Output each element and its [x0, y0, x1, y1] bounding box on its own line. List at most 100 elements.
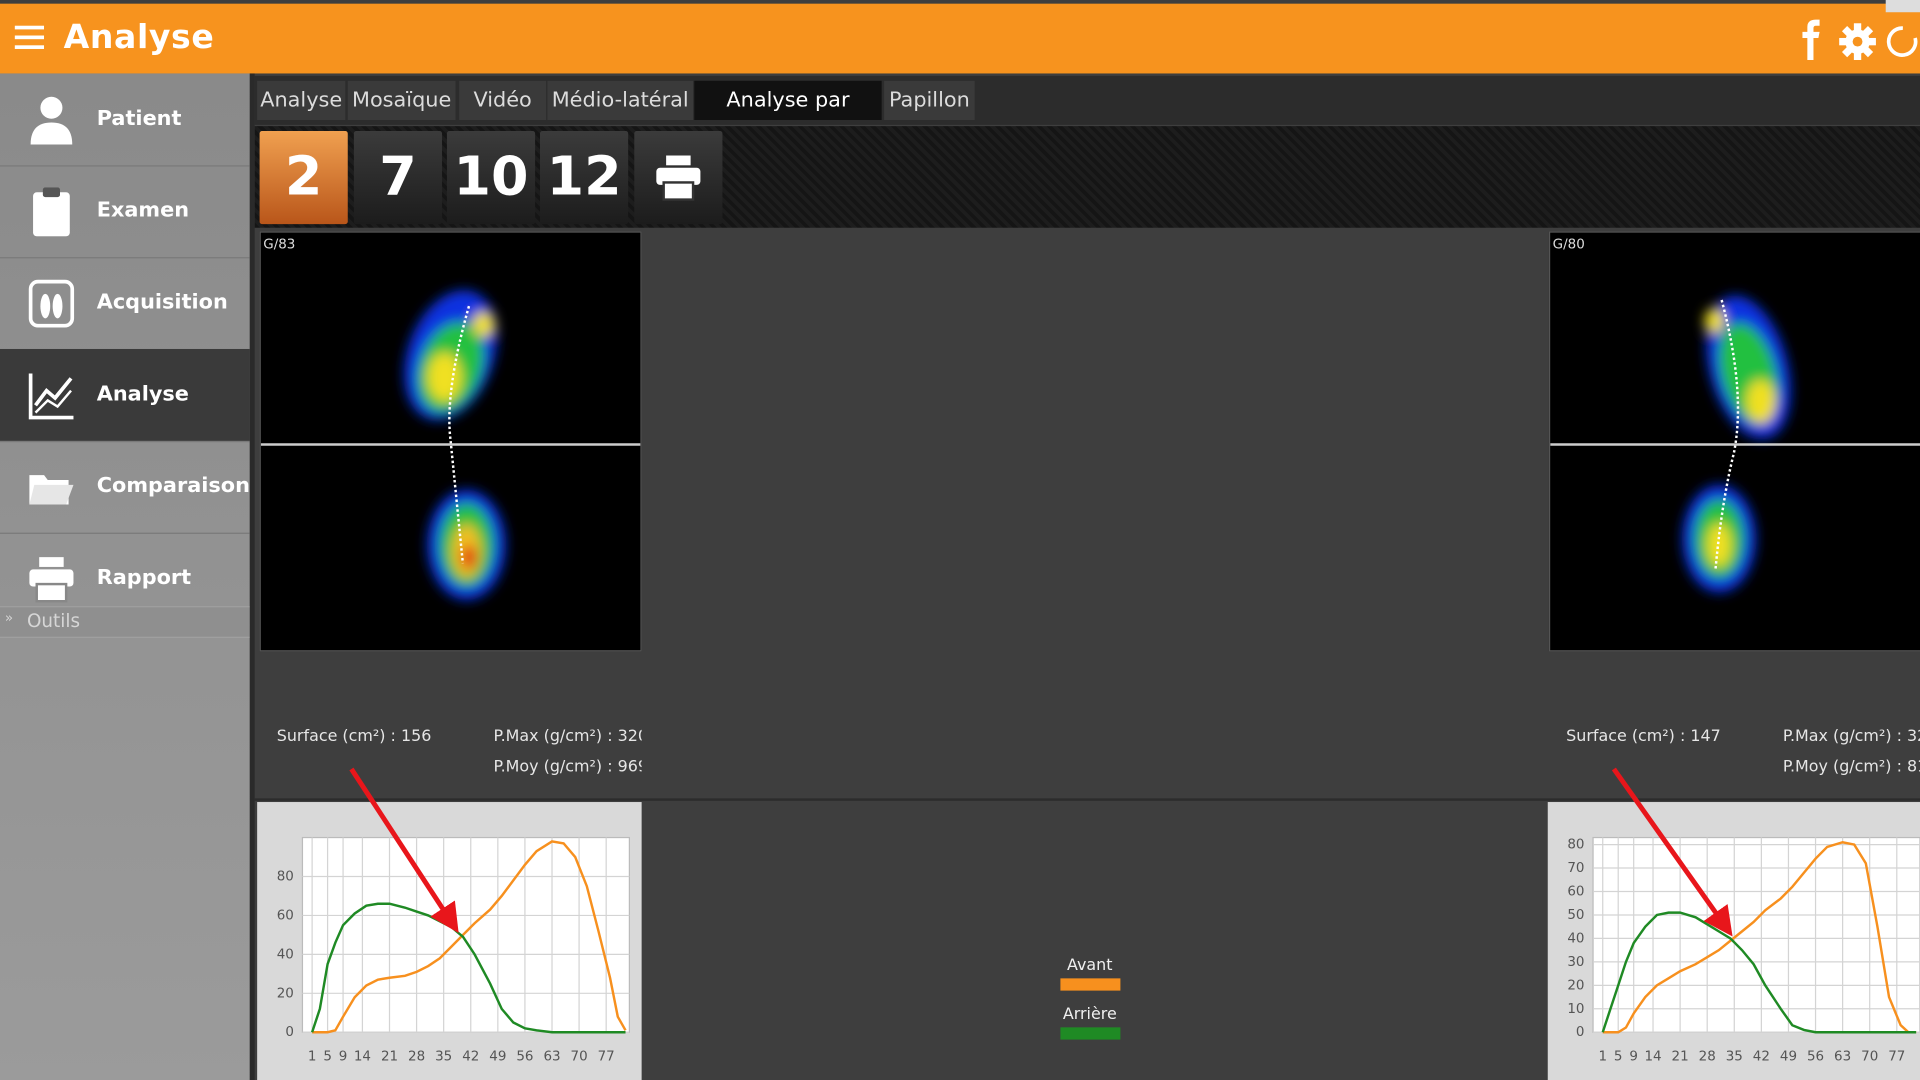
- pmax: P.Max (g/cm²) : 320: [493, 727, 641, 745]
- icon: [27, 463, 76, 512]
- x-tick-label: 9: [1629, 1050, 1638, 1065]
- screen: Analyse Patient Examen Acquisition Analy…: [0, 0, 1920, 1080]
- tab[interactable]: Analyse: [257, 81, 345, 120]
- print-icon: [654, 153, 703, 202]
- y-tick-label: 20: [1567, 978, 1584, 993]
- tools-section[interactable]: »Outils: [0, 606, 250, 638]
- tab[interactable]: Mosaïque: [348, 81, 456, 120]
- footprint: [1550, 233, 1920, 651]
- stats: Surface (cm²) : 156 P.Max (g/cm²) : 320 …: [257, 722, 641, 783]
- x-tick-label: 70: [1861, 1050, 1878, 1065]
- chart: 1591421283542495663707701020304050607080: [1548, 802, 1920, 1080]
- legend-swatch: [1060, 978, 1120, 990]
- tab-selected[interactable]: Analyse par zones: [694, 81, 881, 120]
- y-tick-label: 70: [1567, 861, 1584, 876]
- nav-label: Rapport: [97, 566, 191, 590]
- x-tick-label: 77: [1888, 1050, 1905, 1065]
- nav-label: Acquisition: [97, 290, 228, 314]
- nav-acquisition[interactable]: Acquisition: [0, 257, 250, 350]
- y-tick-label: 0: [1576, 1025, 1585, 1040]
- x-tick-label: 1: [308, 1050, 317, 1065]
- y-tick-label: 80: [1567, 838, 1584, 853]
- print-button[interactable]: [634, 131, 722, 224]
- y-tick-label: 60: [277, 908, 294, 923]
- nav-label: Patient: [97, 107, 182, 131]
- separator: [255, 798, 1920, 800]
- page: Analyse Patient Examen Acquisition Analy…: [0, 0, 1920, 1080]
- step-button[interactable]: 7: [354, 131, 442, 224]
- x-tick-label: 28: [408, 1050, 425, 1065]
- toolbar: 2 7 10 12: [255, 126, 1920, 228]
- refresh-icon[interactable]: [1889, 28, 1916, 55]
- legend-entry: Avant: [1029, 956, 1151, 990]
- tab[interactable]: Vidéo: [459, 81, 546, 120]
- top-bar: Analyse: [0, 4, 1920, 74]
- legend-entry: Arrière: [1029, 1005, 1151, 1039]
- menu-button[interactable]: [15, 24, 44, 51]
- icon: [27, 371, 76, 420]
- x-tick-label: 5: [323, 1050, 332, 1065]
- footprint: [261, 233, 641, 651]
- y-tick-label: 40: [277, 947, 294, 962]
- nav-label: Comparaison: [97, 474, 250, 498]
- tab[interactable]: Papillon: [884, 81, 975, 120]
- x-tick-label: 1: [1598, 1050, 1607, 1065]
- stats: Surface (cm²) : 147 P.Max (g/cm²) : 32 P…: [1548, 722, 1920, 783]
- tab[interactable]: Médio-latéral: [547, 81, 693, 120]
- x-tick-label: 28: [1699, 1050, 1716, 1065]
- surface: Surface (cm²) : 147: [1566, 727, 1721, 745]
- icon: [27, 555, 76, 604]
- facebook-icon[interactable]: [1802, 20, 1819, 60]
- y-tick-label: 20: [277, 986, 294, 1001]
- y-tick-label: 40: [1567, 931, 1584, 946]
- y-tick-label: 0: [285, 1025, 294, 1040]
- icon: [27, 96, 76, 145]
- x-tick-label: 49: [489, 1050, 506, 1065]
- x-tick-label: 63: [543, 1050, 560, 1065]
- x-tick-label: 70: [571, 1050, 588, 1065]
- y-tick-label: 50: [1567, 908, 1584, 923]
- pmoy: P.Moy (g/cm²) : 969: [493, 758, 641, 776]
- x-tick-label: 77: [598, 1050, 615, 1065]
- tools-label: Outils: [27, 610, 80, 632]
- x-tick-label: 9: [339, 1050, 348, 1065]
- step-button[interactable]: 12: [540, 131, 628, 224]
- x-tick-label: 42: [1753, 1050, 1770, 1065]
- pmoy: P.Moy (g/cm²) : 81: [1783, 758, 1920, 776]
- legend-swatch: [1060, 1027, 1120, 1039]
- x-tick-label: 56: [516, 1050, 533, 1065]
- icon: [27, 187, 76, 236]
- x-tick-label: 21: [381, 1050, 398, 1065]
- step-button[interactable]: 2: [260, 131, 348, 224]
- window-corner: [1886, 0, 1920, 12]
- settings-icon[interactable]: [1839, 23, 1876, 60]
- top-icons: [1790, 16, 1920, 65]
- tab-bar: Analyse Mosaïque Vidéo Médio-latéral Ana…: [255, 76, 1920, 125]
- pressure-image: G/83: [260, 231, 642, 651]
- x-tick-label: 21: [1672, 1050, 1689, 1065]
- legend-label: Arrière: [1029, 1005, 1151, 1023]
- image-label: G/80: [1553, 236, 1585, 252]
- nav-comparaison[interactable]: Comparaison: [0, 441, 250, 534]
- x-tick-label: 35: [435, 1050, 452, 1065]
- step-button[interactable]: 10: [447, 131, 535, 224]
- x-tick-label: 35: [1726, 1050, 1743, 1065]
- y-tick-label: 80: [277, 869, 294, 884]
- x-tick-label: 5: [1614, 1050, 1623, 1065]
- nav-patient[interactable]: Patient: [0, 73, 250, 166]
- nav-analyse[interactable]: Analyse: [0, 349, 250, 442]
- nav-examen[interactable]: Examen: [0, 165, 250, 258]
- x-tick-label: 56: [1807, 1050, 1824, 1065]
- nav-label: Analyse: [97, 382, 189, 406]
- y-tick-label: 60: [1567, 885, 1584, 900]
- pmax: P.Max (g/cm²) : 32: [1783, 727, 1920, 745]
- x-tick-label: 14: [354, 1050, 371, 1065]
- image-label: G/83: [263, 236, 295, 252]
- x-tick-label: 42: [462, 1050, 479, 1065]
- legend-label: Avant: [1029, 956, 1151, 974]
- surface: Surface (cm²) : 156: [277, 727, 432, 745]
- x-tick-label: 49: [1780, 1050, 1797, 1065]
